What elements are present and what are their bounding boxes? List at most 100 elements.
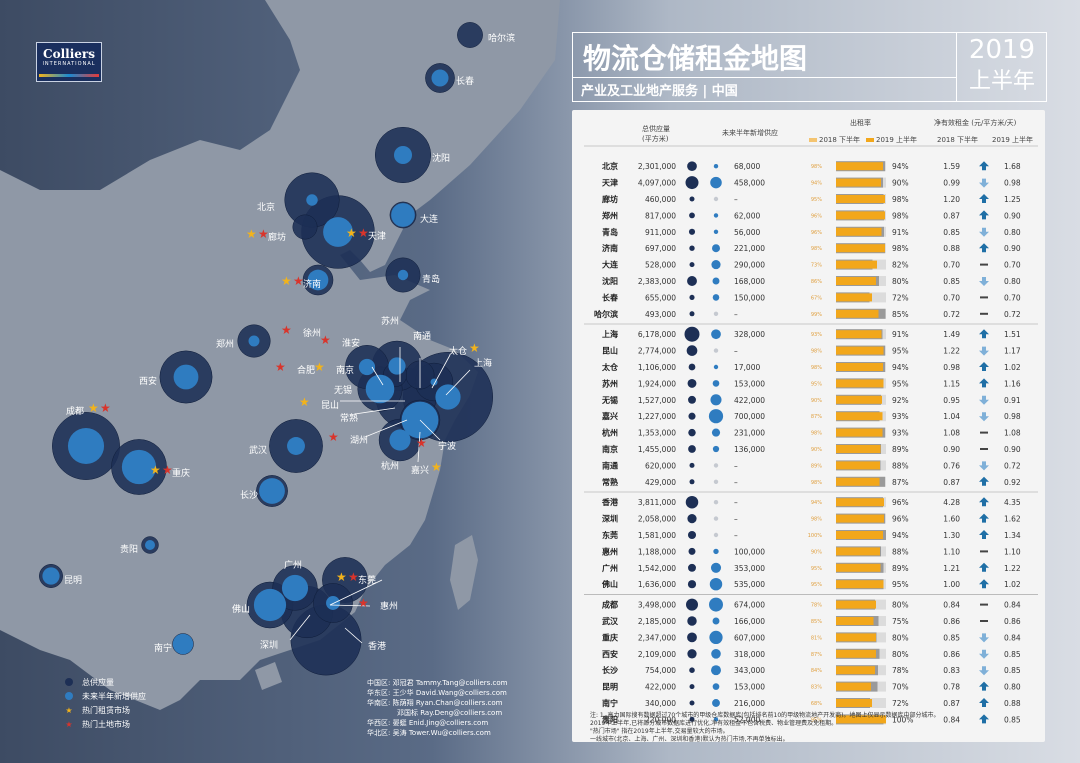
table-row: 昆山 2,774,000 – 98% 95% 1.22 1.17 (602, 345, 1021, 356)
occupancy-2019-label: 98% (892, 211, 909, 220)
table-row: 西安 2,109,000 318,000 87% 80% 0.86 0.85 (602, 648, 1021, 659)
trend-up-arrow (979, 378, 989, 388)
rent-2018-value: 0.85 (943, 277, 960, 286)
occupancy-2019-bar (836, 498, 884, 507)
future-dot (711, 428, 721, 437)
city-name: 南通 (602, 460, 618, 470)
occupancy-2019-bar (836, 211, 885, 220)
occupancy-2019-label: 90% (892, 179, 909, 188)
occupancy-2019-bar (836, 547, 880, 556)
rent-2019-value: 0.70 (1004, 293, 1021, 302)
occupancy-2019-label: 96% (892, 498, 909, 507)
trend-down-arrow (979, 346, 989, 356)
rent-2018-value: 1.10 (943, 547, 960, 556)
occupancy-2019-label: 80% (892, 277, 909, 286)
total-supply-value: 1,455,000 (638, 445, 676, 454)
rent-2018-value: 1.00 (943, 580, 960, 589)
city-name: 东莞 (602, 530, 618, 540)
future-supply-bubble (42, 567, 60, 585)
trend-down-arrow (979, 666, 989, 676)
occupancy-2019-label: 80% (892, 650, 909, 659)
future-supply-bubble (281, 574, 309, 602)
rent-2019-value: 1.25 (1004, 195, 1021, 204)
hot-land-star: ★ (275, 360, 286, 374)
future-supply-bubble (121, 449, 157, 485)
future-dot (710, 394, 722, 406)
trend-up-arrow (979, 362, 989, 371)
rent-2019-value: 0.84 (1004, 601, 1021, 610)
future-dot (710, 176, 722, 189)
supply-dot (687, 161, 697, 172)
table-row: 重庆 2,347,000 607,000 81% 80% 0.85 0.84 (602, 630, 1021, 645)
city-name: 佛山 (601, 579, 618, 589)
table-row: 无锡 1,527,000 422,000 90% 92% 0.95 0.91 (601, 394, 1021, 406)
supply-dot (688, 363, 696, 371)
total-supply-value: 1,188,000 (638, 547, 676, 556)
city-label: 北京 (257, 201, 275, 213)
future-supply-value: – (734, 478, 738, 487)
occupancy-2018-label: 81% (811, 635, 822, 641)
future-dot (713, 516, 719, 521)
trend-up-arrow (979, 513, 989, 523)
city-label: 哈尔滨 (488, 32, 515, 44)
occupancy-2019-label: 82% (892, 261, 909, 270)
legend-future-supply: 未来半年新增供应 (62, 689, 146, 703)
trend-down-arrow (979, 395, 989, 405)
city-name: 沈阳 (602, 276, 618, 286)
supply-dot (687, 514, 697, 524)
table-row: 青岛 911,000 56,000 96% 91% 0.85 0.80 (602, 226, 1021, 237)
table-row: 天津 4,097,000 458,000 94% 90% 0.99 0.98 (602, 176, 1021, 190)
logo-name: Colliers (43, 47, 95, 61)
future-dot (712, 699, 720, 707)
city-name: 昆明 (602, 682, 618, 692)
future-supply-value: – (734, 531, 738, 540)
total-supply-value: 1,527,000 (638, 396, 676, 405)
data-table-panel: 总供应量 (平方米) 未来半年新增供应 出租率 2018 下半年 2019 上半… (572, 110, 1045, 743)
occupancy-2018-label: 90% (811, 447, 822, 453)
rent-2019-value: 1.17 (1004, 347, 1021, 356)
occupancy-2019-label: 75% (892, 617, 909, 626)
table-row: 上海 6,178,000 328,000 93% 91% 1.49 1.51 (602, 326, 1021, 342)
occupancy-2018-label: 95% (811, 717, 822, 723)
city-label: 杭州 (381, 460, 399, 472)
occupancy-2019-label: 72% (892, 293, 909, 302)
occupancy-2018-label: 98% (811, 431, 822, 437)
rent-2019-value: 0.90 (1004, 244, 1021, 253)
occupancy-2018-label: 96% (811, 213, 822, 219)
trend-down-arrow (979, 227, 989, 237)
note-line: "热门市场" 指在2019年上半年,交易量较大的市场。 (590, 728, 729, 735)
occupancy-2019-label: 96% (892, 515, 909, 524)
header-divider (573, 77, 956, 78)
trend-flat-dash (980, 431, 988, 434)
rent-2018-value: 1.04 (943, 412, 960, 421)
trend-up-arrow (979, 714, 989, 724)
future-dot (713, 196, 719, 202)
hainan (255, 662, 282, 690)
trend-down-arrow (979, 412, 989, 422)
rent-2019-value: 0.91 (1004, 396, 1021, 405)
total-supply-value: 2,383,000 (638, 277, 676, 286)
city-label: 沈阳 (432, 152, 450, 164)
city-label: 宁波 (438, 440, 456, 452)
total-supply-value: 220,000 (645, 715, 676, 724)
future-supply-bubble (326, 596, 340, 610)
header-supply-unit: (平方米) (642, 135, 669, 143)
future-supply-value: 150,000 (734, 293, 765, 302)
hot-land-star: ★ (416, 436, 427, 450)
future-supply-value: 700,000 (734, 412, 765, 421)
city-label: 无锡 (334, 385, 352, 396)
city-name: 郑州 (602, 210, 618, 220)
total-supply-value: 3,498,000 (638, 601, 676, 610)
table-row: 成都 3,498,000 674,000 78% 80% 0.84 0.84 (602, 597, 1021, 612)
total-supply-value: 2,774,000 (638, 347, 676, 356)
total-supply-value: 754,000 (645, 666, 676, 675)
logo-sub: INTERNATIONAL (42, 61, 96, 67)
future-supply-value: 290,000 (734, 261, 765, 270)
table-row: 廊坊 460,000 – 95% 98% 1.20 1.25 (602, 194, 1021, 204)
total-supply-value: 1,924,000 (638, 379, 676, 388)
future-supply-bubble (435, 384, 461, 410)
supply-dot (687, 649, 697, 659)
table-row: 济南 697,000 221,000 98% 98% 0.88 0.90 (602, 243, 1021, 254)
